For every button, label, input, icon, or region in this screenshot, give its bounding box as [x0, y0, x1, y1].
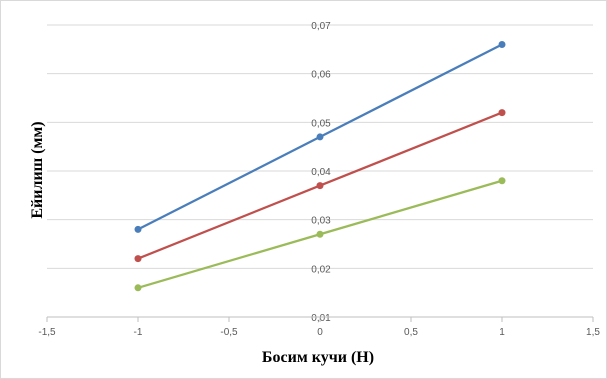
- y-tick-label: 0,02: [311, 264, 331, 275]
- data-point: [134, 284, 142, 292]
- x-tick-labels: -1,5 -1 -0,5 0 0,5 1 1,5: [38, 327, 600, 338]
- x-tick-label: 0,5: [404, 327, 418, 338]
- x-tick-label: -1: [134, 327, 143, 338]
- x-axis: [46, 316, 594, 322]
- data-point: [498, 177, 506, 185]
- x-axis-title: Босим кучи (Н): [262, 349, 374, 366]
- y-tick-label: 0,06: [311, 70, 331, 81]
- gridlines: [47, 24, 593, 269]
- data-point: [134, 225, 142, 233]
- y-tick-label: 0,05: [311, 118, 331, 129]
- data-point: [316, 230, 324, 238]
- data-point: [498, 109, 506, 117]
- x-tick-label: 1,5: [586, 327, 600, 338]
- data-point: [316, 133, 324, 141]
- y-tick-label: 0,03: [311, 216, 331, 227]
- x-tick-label: -1,5: [38, 327, 56, 338]
- y-tick-labels: 0,01 0,02 0,03 0,04 0,05 0,06 0,07: [311, 21, 331, 324]
- data-point: [316, 182, 324, 190]
- data-point: [498, 40, 506, 48]
- y-axis-title: Ейилиш (мм): [29, 121, 46, 218]
- y-tick-label: 0,01: [311, 313, 331, 324]
- y-tick-label: 0,07: [311, 21, 331, 32]
- y-tick-label: 0,04: [311, 167, 331, 178]
- x-tick-label: 1: [499, 327, 505, 338]
- x-tick-label: -0,5: [220, 327, 238, 338]
- data-point: [134, 255, 142, 263]
- x-tick-label: 0: [317, 327, 323, 338]
- series-points: [134, 40, 506, 292]
